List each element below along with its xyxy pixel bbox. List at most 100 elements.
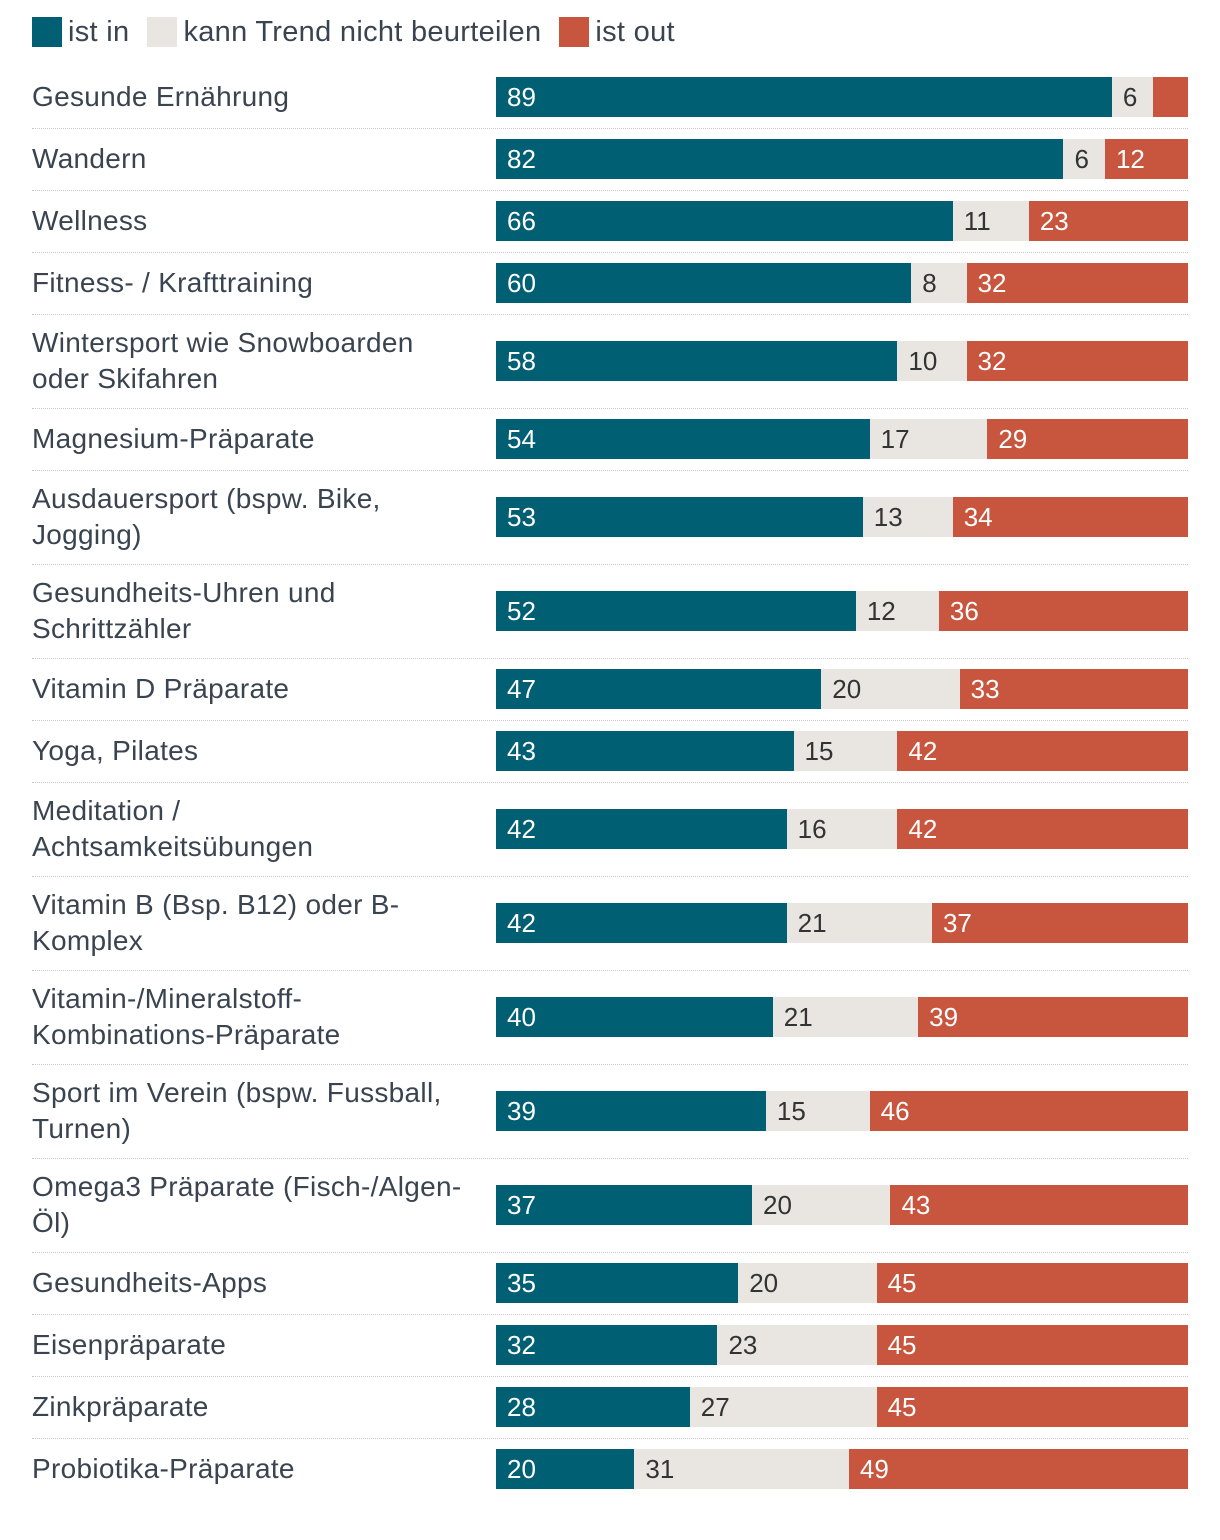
- row-label: Ausdauersport (bspw. Bike, Jogging): [32, 481, 482, 553]
- bar-value-neutral: 17: [880, 424, 910, 454]
- bar-segment-in: [496, 809, 787, 849]
- bar-value-out: 36: [949, 596, 979, 626]
- bar-segment-out: [890, 1185, 1188, 1225]
- row-separator: [32, 1376, 1188, 1377]
- row-label-line: Jogging): [32, 519, 142, 550]
- legend-swatch-ist-out: [559, 17, 590, 47]
- row-label-line: Eisenpräparate: [32, 1329, 227, 1360]
- row-label: Eisenpräparate: [32, 1327, 482, 1363]
- bar-value-in: 66: [507, 206, 536, 236]
- bar-value-out: 33: [970, 674, 1000, 704]
- bar-segment-in: [496, 669, 822, 709]
- row-separator: [32, 1158, 1188, 1159]
- row-label: Wellness: [32, 203, 482, 239]
- bar-value-neutral: 23: [728, 1330, 758, 1360]
- bar-segment-in: [496, 731, 794, 771]
- legend-swatch-ist-in: [32, 17, 62, 47]
- bar-segment-out: [952, 497, 1188, 537]
- bar-value-neutral: 12: [866, 596, 896, 626]
- bar-segment-out: [938, 591, 1188, 631]
- row-label: Meditation / Achtsamkeitsübungen: [32, 793, 482, 865]
- row-label-line: Vitamin D Präparate: [32, 673, 290, 704]
- bar-segment-in: [496, 903, 787, 943]
- row-label: Wintersport wie Snowboarden oder Skifahre…: [32, 325, 482, 397]
- bar-value-out: 39: [929, 1002, 959, 1032]
- bar-value-out: 32: [977, 268, 1007, 298]
- bar-value-neutral: 15: [776, 1096, 806, 1126]
- bar-value-out: 32: [977, 346, 1007, 376]
- bar-segment-out: [897, 731, 1188, 771]
- bar-value-neutral: 8: [922, 268, 937, 298]
- row-label-line: Turnen): [32, 1113, 132, 1144]
- row-label-line: Yoga, Pilates: [32, 735, 199, 766]
- bar-value-in: 89: [507, 82, 536, 112]
- bar-value-out: 34: [963, 502, 993, 532]
- bar-segment-in: [496, 1387, 690, 1427]
- bar-segment-neutral: [897, 341, 967, 381]
- bar-segment-neutral: [717, 1325, 877, 1365]
- bar-value-neutral: 20: [763, 1190, 792, 1220]
- bar-segment-neutral: [738, 1263, 877, 1303]
- bar-segment-out: [931, 903, 1188, 943]
- legend-label-ist-in: ist in: [68, 15, 130, 48]
- bar-segment-neutral: [752, 1185, 891, 1225]
- bar-segment-out: [918, 997, 1188, 1037]
- row-label-line: Schrittzähler: [32, 613, 192, 644]
- bar-segment-neutral: [793, 731, 898, 771]
- row-label: Zinkpräparate: [32, 1389, 482, 1425]
- bar-value-neutral: 21: [783, 1002, 813, 1032]
- legend: ist in kann Trend nicht beurteilen ist o…: [32, 14, 693, 50]
- bar-value-neutral: 20: [749, 1268, 779, 1298]
- bar-value-in: 28: [507, 1392, 536, 1422]
- bar-value-out: 43: [901, 1190, 931, 1220]
- bar-value-in: 54: [507, 424, 536, 454]
- row-label: Wandern: [32, 141, 482, 177]
- bar-value-neutral: 16: [797, 814, 827, 844]
- row-separator: [32, 564, 1188, 565]
- legend-item-kann-nicht-beurteilen: kann Trend nicht beurteilen: [147, 16, 541, 49]
- row-label-line: Probiotika-Präparate: [32, 1453, 295, 1484]
- bar-value-neutral: 15: [804, 736, 834, 766]
- row-label: Omega3 Präparate (Fisch-/Algen- Öl): [32, 1169, 482, 1241]
- row-label-line: Ausdauersport (bspw. Bike,: [32, 483, 381, 514]
- row-label-line: Meditation /: [32, 795, 181, 826]
- bar-segment-neutral: [862, 497, 953, 537]
- bar-segment-neutral: [765, 1091, 870, 1131]
- bar-segment-neutral: [1063, 139, 1105, 179]
- bar-segment-in: [496, 497, 863, 537]
- row-label-line: Gesunde Ernährung: [32, 81, 290, 112]
- bar-segment-neutral: [869, 419, 988, 459]
- row-separator: [32, 782, 1188, 783]
- bar-segment-in: [496, 201, 953, 241]
- row-label: Vitamin-/Mineralstoff- Kombinations-Präpa…: [32, 981, 482, 1053]
- bar-segment-neutral: [1111, 77, 1154, 117]
- bar-segment-in: [496, 341, 898, 381]
- row-label-line: oder Skifahren: [32, 363, 219, 394]
- bar-segment-in: [496, 263, 912, 303]
- bar-segment-neutral: [772, 997, 919, 1037]
- bar-value-in: 42: [507, 908, 536, 938]
- row-label: Gesunde Ernährung: [32, 79, 482, 115]
- bar-value-in: 60: [507, 268, 536, 298]
- bar-value-out: 37: [942, 908, 972, 938]
- row-separator: [32, 408, 1188, 409]
- row-label: Fitness- / Krafttraining: [32, 265, 482, 301]
- bar-value-in: 40: [507, 1002, 536, 1032]
- bar-segment-out: [1028, 201, 1188, 241]
- row-label-line: Wellness: [32, 205, 148, 236]
- bar-value-in: 47: [507, 674, 536, 704]
- row-label-line: Kombinations-Präparate: [32, 1019, 341, 1050]
- bar-value-in: 39: [507, 1096, 536, 1126]
- row-label-line: Vitamin B (Bsp. B12) oder B-: [32, 889, 400, 920]
- bar-value-out: 46: [880, 1096, 910, 1126]
- bar-value-in: 82: [507, 144, 536, 174]
- bar-segment-out: [876, 1387, 1188, 1427]
- bar-segment-in: [496, 1263, 739, 1303]
- bar-segment-neutral: [952, 201, 1029, 241]
- bar-segment-in: [496, 77, 1112, 117]
- bar-value-out: 42: [908, 814, 938, 844]
- legend-item-ist-in: ist in: [32, 16, 129, 49]
- bar-segment-neutral: [689, 1387, 877, 1427]
- row-label: Gesundheits-Apps: [32, 1265, 482, 1301]
